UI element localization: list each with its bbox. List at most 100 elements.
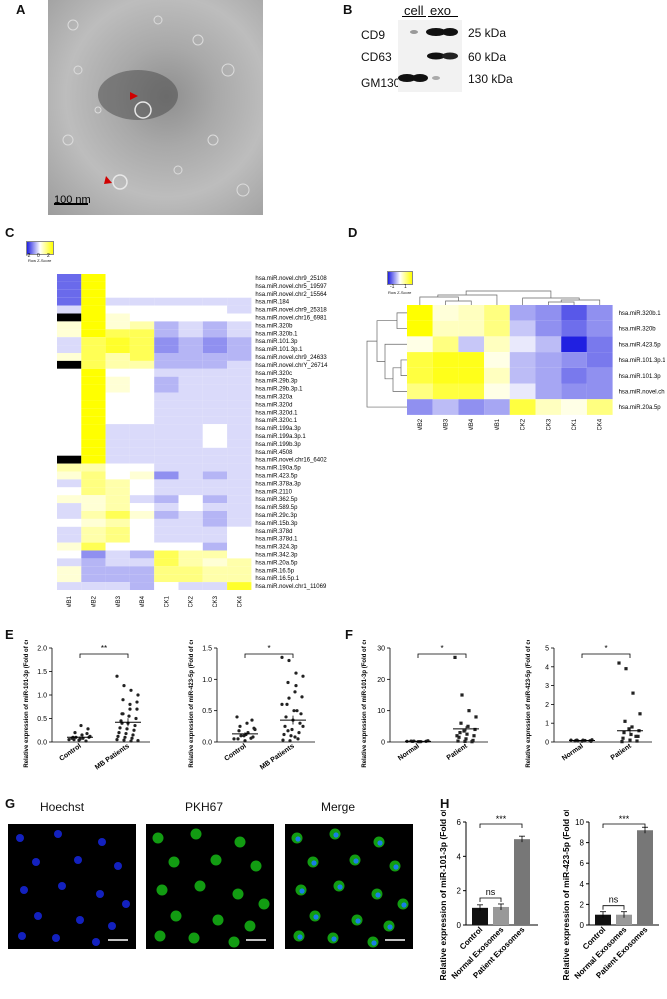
heatmap-cell	[105, 337, 130, 346]
heatmap-cell	[57, 384, 82, 393]
heatmap-cell	[535, 336, 562, 353]
x-group-label: Control	[58, 743, 82, 763]
data-point	[131, 733, 135, 737]
heatmap-cell	[105, 345, 130, 353]
merge-nucleus	[299, 888, 305, 894]
heatmap-cell	[129, 424, 155, 432]
heatmap-cell	[202, 526, 228, 535]
heatmap-row-label: hsa.miR.589.5p	[255, 505, 298, 511]
heatmap-cell	[154, 353, 179, 361]
heatmap-cell	[586, 305, 613, 321]
heatmap-cell	[432, 352, 459, 368]
data-point	[117, 731, 121, 735]
heatmap-cell	[129, 274, 155, 282]
heatmap-row-label: hsa.miR.320b	[619, 327, 657, 333]
data-point	[286, 680, 290, 685]
heatmap-cell	[129, 360, 155, 369]
hoechst-nucleus	[114, 862, 122, 870]
significance-label: *	[267, 644, 270, 653]
heatmap-c-cells	[57, 274, 252, 590]
heatmap-cell	[178, 368, 203, 377]
heatmap-cell	[81, 329, 106, 338]
heatmap-row-label: hsa.miR.190a.5p	[255, 466, 301, 472]
heatmap-cell	[105, 384, 130, 393]
heatmap-cell	[432, 336, 459, 353]
data-point	[283, 724, 287, 728]
heatmap-cell	[227, 360, 252, 369]
data-point	[638, 712, 642, 716]
heatmap-d-legend-tick: -1	[390, 284, 395, 290]
heatmap-cell	[178, 416, 203, 425]
heatmap-cell	[227, 487, 252, 496]
heatmap-cell	[81, 463, 106, 472]
heatmap-cell	[57, 321, 82, 330]
heatmap-cell	[202, 289, 228, 298]
heatmap-cell	[57, 479, 82, 488]
heatmap-cell	[202, 368, 228, 377]
heatmap-cell	[129, 400, 155, 409]
heatmap-cell	[57, 574, 82, 583]
heatmap-cell	[458, 352, 485, 368]
heatmap-cell	[586, 336, 613, 353]
heatmap-cell	[57, 353, 82, 361]
heatmap-row-label: hsa.miR.199b.3p	[255, 442, 301, 448]
data-point	[80, 733, 84, 737]
heatmap-cell	[129, 495, 155, 504]
heatmap-cell	[227, 471, 252, 480]
heatmap-cell	[57, 337, 82, 346]
data-point	[628, 738, 632, 742]
significance-bracket	[581, 653, 631, 658]
panel-label-f: F	[345, 627, 353, 642]
heatmap-cell	[227, 432, 252, 440]
sig-bracket	[602, 823, 646, 828]
heatmap-col-label: MB4	[140, 595, 146, 607]
heatmap-cell	[105, 574, 130, 583]
heatmap-row-label: hsa.miR.novel.chr16_6402	[255, 458, 327, 464]
panel-label-b: B	[343, 2, 353, 17]
heatmap-cell	[57, 463, 82, 472]
scale-label: 100 nm	[54, 194, 91, 206]
heatmap-cell	[178, 392, 203, 401]
heatmap-cell	[154, 534, 179, 543]
heatmap-cell	[178, 424, 203, 432]
hoechst-nucleus	[16, 834, 24, 842]
panel-label-d: D	[348, 225, 358, 240]
data-point	[284, 715, 288, 719]
heatmap-cell	[458, 320, 485, 337]
data-point	[297, 731, 301, 735]
heatmap-row-label: hsa.miR.101.3p	[255, 339, 298, 345]
heatmap-cell	[202, 321, 228, 330]
heatmap-cell	[202, 416, 228, 425]
hoechst-nucleus	[74, 856, 82, 864]
data-point	[249, 736, 253, 740]
hoechst-nucleus	[34, 912, 42, 920]
data-point	[135, 707, 139, 711]
hoechst-nucleus	[108, 922, 116, 930]
data-point	[239, 734, 243, 738]
heatmap-cell	[81, 392, 106, 401]
heatmap-cell	[432, 305, 459, 321]
data-point	[573, 739, 577, 743]
heatmap-cell	[178, 353, 203, 361]
heatmap-cell	[129, 408, 155, 417]
heatmap-cell	[227, 297, 252, 306]
heatmap-cell	[178, 360, 203, 369]
significance-label: *	[440, 644, 443, 653]
heatmap-col-label: MB3	[116, 595, 122, 607]
heatmap-cell	[227, 313, 252, 322]
heatmap-cell	[129, 353, 155, 361]
heatmap-cell	[81, 360, 106, 369]
data-point	[281, 738, 285, 742]
heatmap-row-label: hsa.miR.378d.1	[255, 537, 298, 543]
heatmap-cell	[81, 574, 106, 583]
y-tick-label: 2	[545, 702, 549, 709]
heatmap-col-label: CK3	[546, 418, 552, 430]
heatmap-col-label: MB1	[495, 418, 501, 430]
panel-label-h: H	[440, 796, 450, 811]
data-point	[116, 734, 120, 738]
heatmap-cell	[202, 400, 228, 409]
heatmap-cell	[105, 439, 130, 448]
data-point	[122, 738, 126, 742]
sig-bracket	[479, 823, 523, 828]
data-point	[298, 721, 302, 725]
